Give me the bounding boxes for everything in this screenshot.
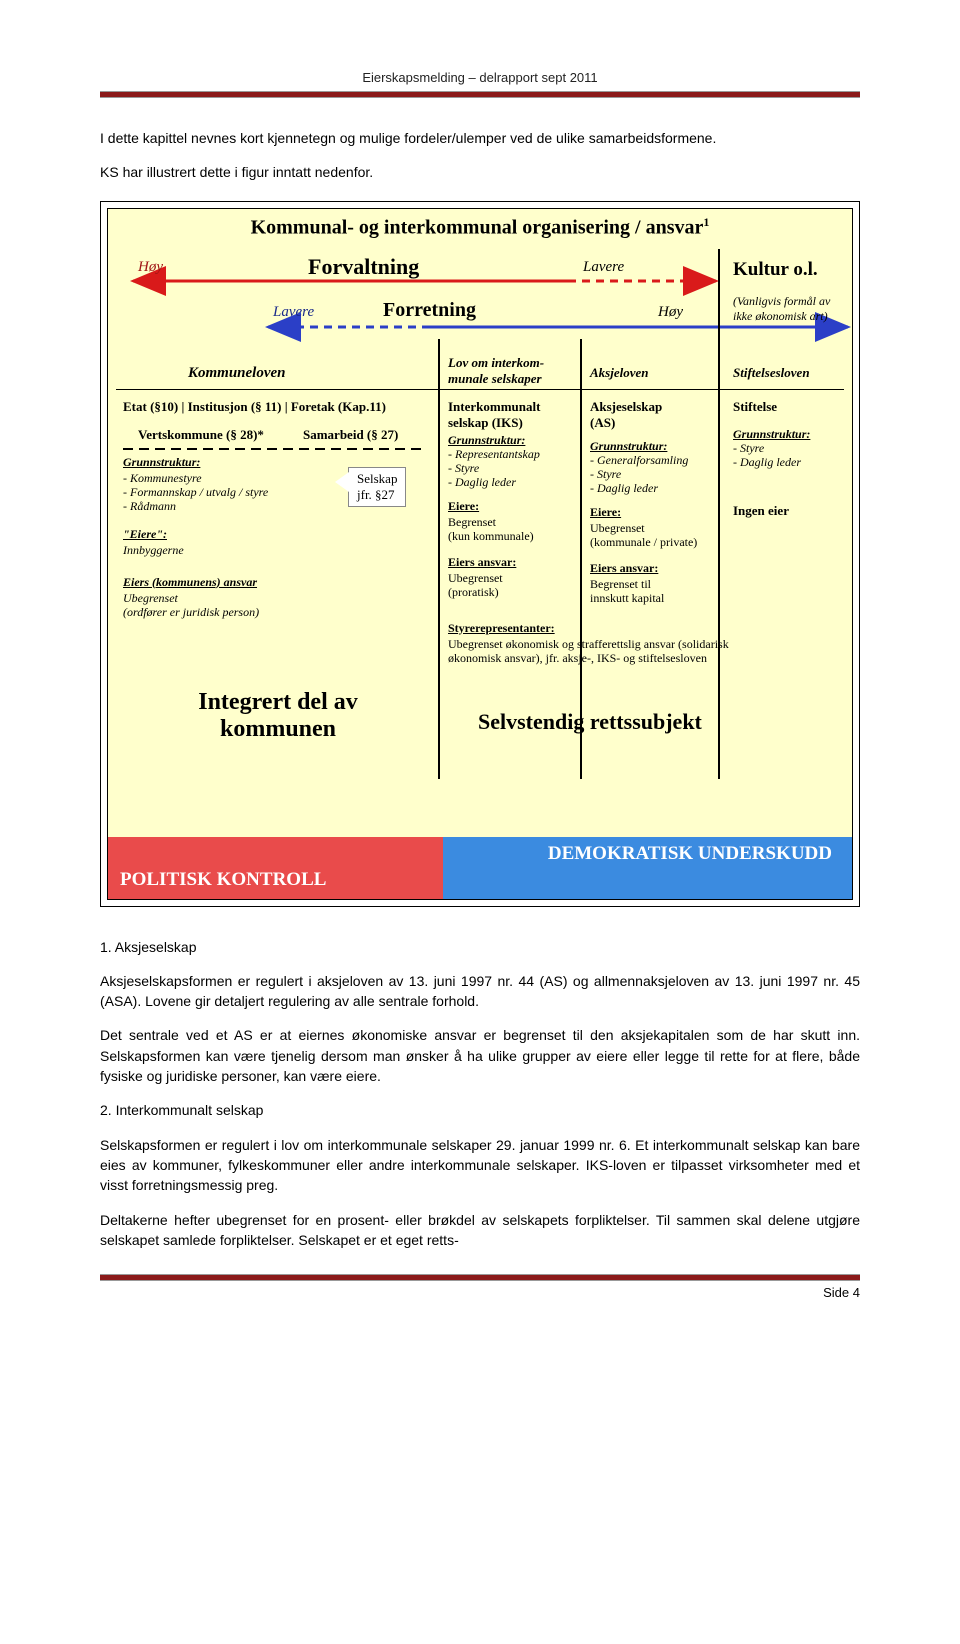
running-header: Eierskapsmelding – delrapport sept 2011 [100, 70, 860, 85]
bottom-band: POLITISK KONTROLL DEMOKRATISK UNDERSKUDD [108, 837, 852, 899]
intro-paragraph-2: KS har illustrert dette i figur inntatt … [100, 162, 860, 182]
label-hoy-left: Høy [138, 259, 163, 276]
law-iks-a: Lov om interkom- [448, 355, 544, 371]
c2-ans-h: Eiers ansvar: [448, 555, 516, 570]
big-right: Selvstendig rettssubjekt [478, 709, 702, 735]
c3-g1: - Generalforsamling [590, 453, 688, 468]
styre-h: Styrerepresentanter: [448, 621, 555, 636]
c2-grunn-h: Grunnstruktur: [448, 433, 525, 448]
law-iks-b: munale selskaper [448, 371, 542, 387]
c1-g3: - Rådmann [123, 499, 176, 514]
c1-g1: - Kommunestyre [123, 471, 202, 486]
c3-g3: - Daglig leder [590, 481, 658, 496]
c3-g2: - Styre [590, 467, 621, 482]
para-1: Aksjeselskapsformen er regulert i aksjel… [100, 971, 860, 1012]
c3-a2: innskutt kapital [590, 591, 664, 606]
para-2: Det sentrale ved et AS er at eiernes øko… [100, 1025, 860, 1086]
figure-container: Kommunal- og interkommunal organisering … [100, 201, 860, 907]
label-lavere-top: Lavere [583, 259, 624, 276]
c2-title-b: selskap (IKS) [448, 415, 523, 431]
label-forretning: Forretning [383, 299, 476, 322]
row-etat: Etat (§10) | Institusjon (§ 11) | Foreta… [123, 399, 386, 415]
footer-rule [100, 1274, 860, 1281]
band-right-label: DEMOKRATISK UNDERSKUDD [548, 843, 832, 865]
c1-ans-h: Eiers (kommunens) ansvar [123, 575, 257, 590]
col4-note-a: (Vanligvis formål av [733, 294, 830, 309]
c3-eiere-h: Eiere: [590, 505, 621, 520]
heading-2: 2. Interkommunalt selskap [100, 1100, 860, 1120]
c2-title-a: Interkommunalt [448, 399, 540, 415]
label-hoy-blue: Høy [658, 304, 683, 321]
row-vert: Vertskommune (§ 28)* [138, 427, 264, 443]
label-forvaltning: Forvaltning [308, 254, 419, 280]
law-kommuneloven: Kommuneloven [188, 365, 286, 382]
figure-canvas: Kommunal- og interkommunal organisering … [107, 208, 853, 900]
c3-e1: Ubegrenset [590, 521, 645, 536]
c4-title: Stiftelse [733, 399, 777, 415]
c1-grunn-h: Grunnstruktur: [123, 455, 200, 470]
c3-title-b: (AS) [590, 415, 615, 431]
styre-1: Ubegrenset økonomisk og strafferettslig … [448, 637, 729, 652]
c3-e2: (kommunale / private) [590, 535, 697, 550]
c3-ans-h: Eiers ansvar: [590, 561, 658, 576]
styre-2: økonomisk ansvar), jfr. aksje-, IKS- og … [448, 651, 707, 666]
c2-a2: (proratisk) [448, 585, 499, 600]
c1-ans-v1: Ubegrenset [123, 591, 178, 606]
c3-grunn-h: Grunnstruktur: [590, 439, 667, 454]
col4-kultur: Kultur o.l. [733, 259, 818, 281]
col4-note-b: ikke økonomisk art) [733, 309, 828, 324]
c4-g2: - Daglig leder [733, 455, 801, 470]
c2-a1: Ubegrenset [448, 571, 503, 586]
c2-e2: (kun kommunale) [448, 529, 534, 544]
law-stiftelse: Stiftelsesloven [733, 365, 810, 381]
c2-eiere-h: Eiere: [448, 499, 479, 514]
c1-g2: - Formannskap / utvalg / styre [123, 485, 268, 500]
c1-eiere-v: Innbyggerne [123, 543, 184, 558]
c4-grunn-h: Grunnstruktur: [733, 427, 810, 442]
label-lavere-blue: Lavere [273, 304, 314, 321]
callout-selskap: Selskapjfr. §27 [348, 467, 406, 507]
c2-g3: - Daglig leder [448, 475, 516, 490]
c2-e1: Begrenset [448, 515, 496, 530]
para-4: Deltakerne hefter ubegrenset for en pros… [100, 1210, 860, 1251]
c4-g1: - Styre [733, 441, 764, 456]
header-rule [100, 91, 860, 98]
law-aksjeloven: Aksjeloven [590, 365, 649, 381]
para-3: Selskapsformen er regulert i lov om inte… [100, 1135, 860, 1196]
heading-1: 1. Aksjeselskap [100, 937, 860, 957]
c4-eiere: Ingen eier [733, 503, 789, 519]
c1-eiere-h: "Eiere": [123, 527, 167, 542]
c1-ans-v2: (ordfører er juridisk person) [123, 605, 259, 620]
band-left-label: POLITISK KONTROLL [120, 869, 326, 891]
intro-paragraph-1: I dette kapittel nevnes kort kjennetegn … [100, 128, 860, 148]
c3-a1: Begrenset til [590, 577, 651, 592]
row-samarb: Samarbeid (§ 27) [303, 427, 398, 443]
c2-g1: - Representantskap [448, 447, 540, 462]
big-left: Integrert del avkommunen [148, 689, 408, 743]
page-number: Side 4 [100, 1285, 860, 1300]
c3-title-a: Aksjeselskap [590, 399, 662, 415]
c2-g2: - Styre [448, 461, 479, 476]
